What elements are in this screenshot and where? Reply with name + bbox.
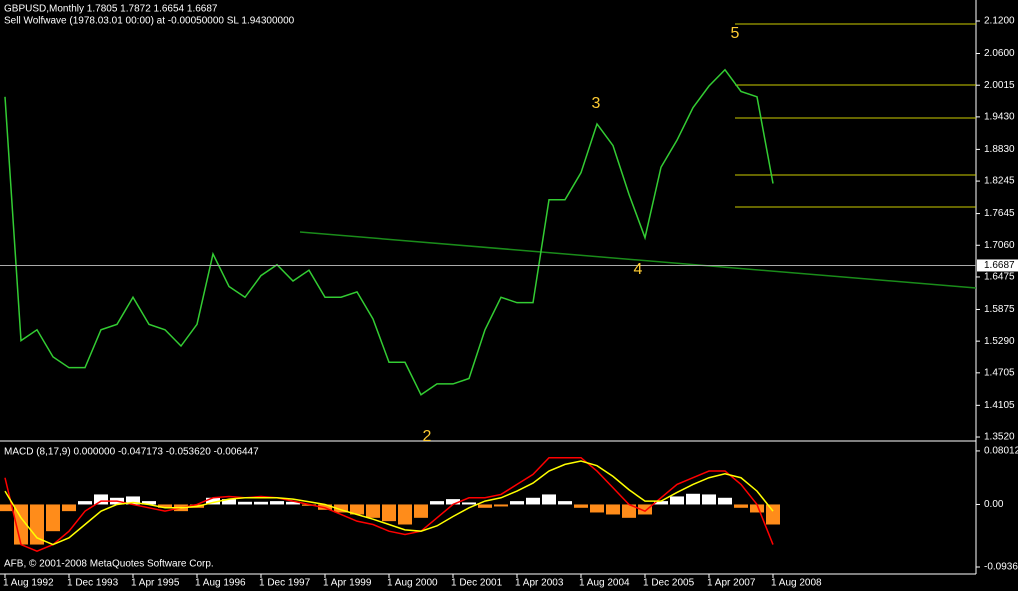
wave-label: 3	[592, 95, 601, 112]
x-tick-label: 1 Apr 1999	[323, 578, 372, 589]
wave-label: 4	[634, 261, 643, 278]
y-tick-label: 1.6475	[984, 272, 1015, 283]
x-tick-label: 1 Aug 2000	[387, 578, 438, 589]
x-tick-label: 1 Dec 1997	[259, 578, 311, 589]
histogram-bar	[94, 494, 108, 505]
histogram-bar	[14, 504, 28, 545]
histogram-bar	[702, 494, 716, 505]
histogram-bar	[622, 504, 636, 518]
y-tick-label: 1.5290	[984, 336, 1015, 347]
current-price-box	[977, 259, 1018, 272]
x-tick-label: 1 Aug 1992	[3, 578, 54, 589]
y-tick-label: 1.7645	[984, 208, 1015, 219]
y-tick-label: 0.00	[984, 499, 1004, 510]
histogram-bar	[462, 502, 476, 505]
histogram-bar	[126, 496, 140, 505]
histogram-bar	[638, 504, 652, 515]
histogram-bar	[750, 504, 764, 513]
histogram-bar	[686, 493, 700, 505]
chart-subtitle: Sell Wolfwave (1978.03.01 00:00) at -0.0…	[4, 16, 295, 27]
y-tick-label: 2.0015	[984, 80, 1015, 91]
x-tick-label: 1 Dec 1993	[67, 578, 119, 589]
histogram-bar	[414, 504, 428, 518]
histogram-bar	[510, 501, 524, 505]
x-tick-label: 1 Apr 1995	[131, 578, 180, 589]
histogram-bar	[270, 501, 284, 505]
copyright: AFB, © 2001-2008 MetaQuotes Software Cor…	[4, 559, 214, 570]
histogram-bar	[430, 501, 444, 505]
y-tick-label: 1.4705	[984, 367, 1015, 378]
histogram-bar	[766, 504, 780, 525]
histogram-bar	[526, 497, 540, 505]
histogram-bar	[734, 504, 748, 508]
y-tick-label: 1.8830	[984, 144, 1015, 155]
histogram-bar	[206, 497, 220, 505]
histogram-bar	[606, 504, 620, 515]
y-tick-label: 0.080121	[984, 446, 1018, 457]
x-tick-label: 1 Dec 2001	[451, 578, 503, 589]
y-tick-label: 1.5875	[984, 304, 1015, 315]
histogram-bar	[334, 504, 348, 513]
y-tick-label: 1.8245	[984, 176, 1015, 187]
histogram-bar	[718, 497, 732, 505]
x-tick-label: 1 Apr 2007	[707, 578, 756, 589]
histogram-bar	[46, 504, 60, 532]
histogram-bar	[62, 504, 76, 512]
chart-title: GBPUSD,Monthly 1.7805 1.7872 1.6654 1.66…	[4, 4, 218, 15]
current-price-label: 1.6687	[984, 260, 1015, 271]
histogram-bar	[478, 504, 492, 508]
histogram-bar	[494, 504, 508, 507]
histogram-bar	[670, 496, 684, 505]
y-tick-label: -0.093637	[984, 562, 1018, 573]
histogram-bar	[654, 501, 668, 505]
histogram-bar	[158, 504, 172, 508]
histogram-bar	[366, 504, 380, 518]
histogram-bar	[142, 501, 156, 505]
x-tick-label: 1 Dec 2005	[643, 578, 695, 589]
histogram-bar	[0, 504, 12, 512]
histogram-bar	[382, 504, 396, 522]
x-tick-label: 1 Aug 2004	[579, 578, 630, 589]
histogram-bar	[350, 504, 364, 515]
trend-line	[299, 231, 977, 289]
histogram-bar	[446, 499, 460, 505]
macd-title: MACD (8,17,9) 0.000000 -0.047173 -0.0536…	[4, 447, 259, 458]
wave-label: 2	[423, 428, 432, 445]
macd-line	[4, 460, 774, 546]
histogram-bar	[254, 501, 268, 505]
histogram-bar	[286, 501, 300, 505]
y-tick-label: 1.9430	[984, 112, 1015, 123]
x-tick-label: 1 Aug 2008	[771, 578, 822, 589]
price-line	[4, 68, 774, 396]
x-tick-label: 1 Apr 2003	[515, 578, 564, 589]
histogram-bar	[542, 494, 556, 505]
histogram-bar	[238, 501, 252, 505]
wave-label: 5	[731, 25, 740, 42]
histogram-bar	[574, 504, 588, 508]
histogram-bar	[78, 501, 92, 505]
y-tick-label: 1.3520	[984, 432, 1015, 443]
histogram-bar	[590, 504, 604, 513]
x-tick-label: 1 Aug 1996	[195, 578, 246, 589]
y-tick-label: 2.0600	[984, 48, 1015, 59]
macd-line	[4, 456, 774, 553]
y-tick-label: 1.7060	[984, 240, 1015, 251]
y-tick-label: 1.4105	[984, 400, 1015, 411]
y-tick-label: 2.1200	[984, 16, 1015, 27]
histogram-bar	[222, 499, 236, 505]
histogram-bar	[558, 501, 572, 505]
histogram-bar	[398, 504, 412, 525]
